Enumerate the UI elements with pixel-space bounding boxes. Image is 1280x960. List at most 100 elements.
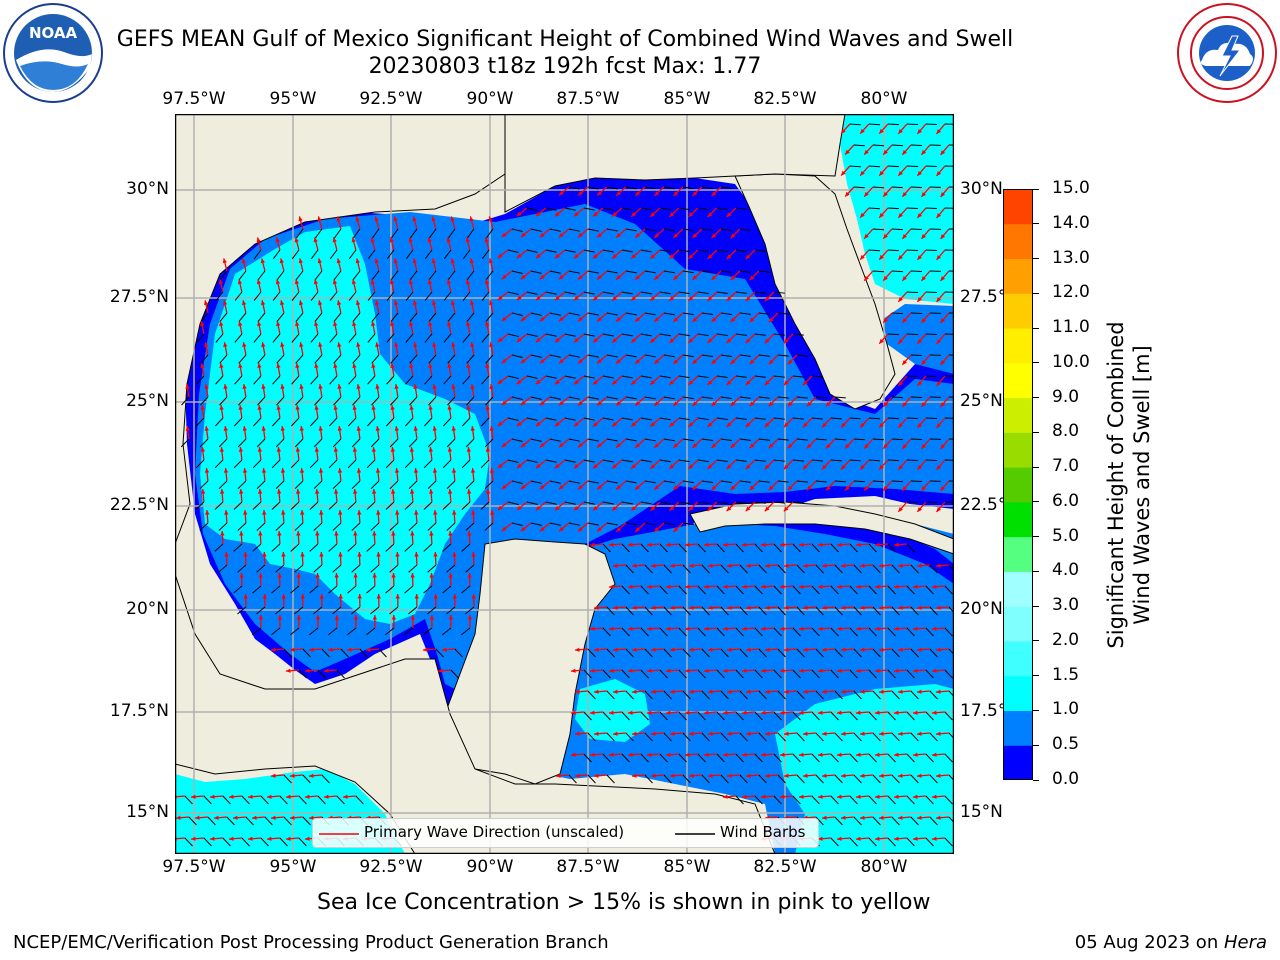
wind-barb — [389, 606, 399, 615]
nws-logo — [1176, 2, 1278, 104]
wind-barb — [758, 606, 767, 616]
wave-arrow-head — [520, 400, 526, 406]
wave-arrow-head — [779, 752, 785, 757]
wind-barb — [754, 249, 766, 252]
wind-barb — [583, 753, 592, 763]
wave-arrow-head — [741, 584, 747, 589]
wave-arrow-head — [410, 615, 416, 620]
wave-arrow-head — [242, 426, 247, 431]
wave-arrow-head — [597, 274, 602, 280]
wind-barb — [602, 627, 611, 637]
colorbar-segment — [1003, 467, 1033, 503]
wave-arrow-head — [703, 584, 709, 589]
wind-barb — [184, 837, 193, 847]
colorbar-segment — [1003, 397, 1033, 433]
wave-arrow-head — [855, 836, 861, 841]
wind-barb — [621, 585, 630, 595]
wave-arrow-head — [726, 422, 732, 428]
wave-arrow-head — [372, 531, 377, 536]
wave-arrow-head — [764, 773, 770, 778]
colorbar-tick-mark — [1033, 466, 1039, 468]
wind-barb — [481, 333, 490, 343]
wave-arrow-head — [841, 128, 846, 134]
wind-barb — [678, 417, 690, 421]
wind-barb — [891, 732, 900, 742]
wave-arrow-head — [726, 254, 732, 260]
wave-arrow-head — [931, 626, 937, 631]
wind-barb — [526, 207, 538, 211]
wave-arrow-head — [635, 233, 641, 238]
wind-barb — [352, 270, 361, 281]
wave-arrow-head — [375, 426, 380, 431]
wave-arrow-head — [893, 836, 899, 841]
wave-arrow-head — [902, 485, 907, 491]
wave-arrow-head — [840, 605, 846, 610]
wave-arrow-head — [353, 615, 359, 620]
wind-barb — [526, 249, 538, 253]
wind-barb — [910, 648, 919, 658]
wave-arrow-head — [650, 380, 656, 385]
wave-arrow-head — [219, 447, 225, 452]
wind-barb — [530, 522, 542, 526]
wave-arrow-head — [470, 342, 475, 348]
wind-barb — [271, 501, 281, 510]
wave-arrow-head — [223, 426, 228, 431]
wind-barb — [549, 312, 561, 316]
wind-barb — [773, 585, 782, 595]
lat-label-right: 30°N — [960, 179, 1003, 199]
wave-arrow-head — [783, 506, 789, 512]
wind-barb — [906, 207, 918, 210]
wave-arrow-head — [931, 836, 937, 841]
wind-barb — [428, 354, 437, 364]
wave-arrow-head — [352, 489, 358, 494]
wave-arrow-head — [826, 443, 831, 449]
wind-barb — [811, 627, 820, 637]
wave-arrow-head — [501, 274, 507, 280]
wave-arrow-head — [779, 710, 785, 715]
wave-arrow-head — [285, 836, 291, 841]
wave-arrow-head — [688, 380, 694, 385]
wave-arrow-head — [822, 422, 827, 428]
wind-barb — [442, 501, 452, 510]
wind-barb — [754, 501, 766, 504]
wave-arrow-head — [921, 486, 927, 491]
wind-barb — [891, 144, 903, 147]
wave-arrow-head — [627, 584, 633, 589]
wave-arrow-head — [238, 321, 243, 327]
wave-arrow-head — [200, 489, 206, 494]
wind-barb — [290, 501, 300, 510]
wave-arrow-head — [760, 794, 766, 799]
wave-arrow-head — [940, 360, 946, 365]
wind-barb — [587, 480, 599, 484]
wind-barb — [587, 270, 599, 274]
wind-barb — [511, 480, 523, 484]
wave-arrow-head — [707, 422, 713, 428]
wave-arrow-head — [433, 594, 438, 599]
wind-barb — [872, 186, 884, 189]
wave-arrow-head — [452, 594, 457, 599]
wind-barb — [621, 543, 630, 553]
wave-arrow-head — [299, 426, 304, 431]
wave-arrow-head — [711, 275, 717, 281]
wind-barb — [367, 249, 376, 260]
wave-arrow-head — [279, 300, 285, 306]
wind-barb — [929, 774, 938, 784]
wind-barb — [218, 564, 228, 573]
wave-arrow-head — [779, 584, 785, 589]
wind-barb — [447, 396, 456, 406]
wave-arrow-head — [855, 668, 861, 673]
wind-barb — [238, 396, 247, 406]
wind-barb — [925, 585, 934, 595]
wind-barb — [754, 543, 763, 553]
wave-arrow-head — [490, 510, 495, 515]
wave-arrow-head — [897, 689, 903, 694]
wave-arrow-head — [631, 731, 637, 736]
wind-barb — [682, 732, 691, 742]
wind-barb — [352, 396, 361, 406]
wind-barb — [366, 543, 376, 552]
wind-barb — [333, 396, 342, 406]
wave-arrow-head — [902, 191, 907, 197]
wave-arrow-head — [446, 237, 451, 243]
wind-barb — [606, 438, 618, 442]
wind-barb — [386, 417, 395, 427]
